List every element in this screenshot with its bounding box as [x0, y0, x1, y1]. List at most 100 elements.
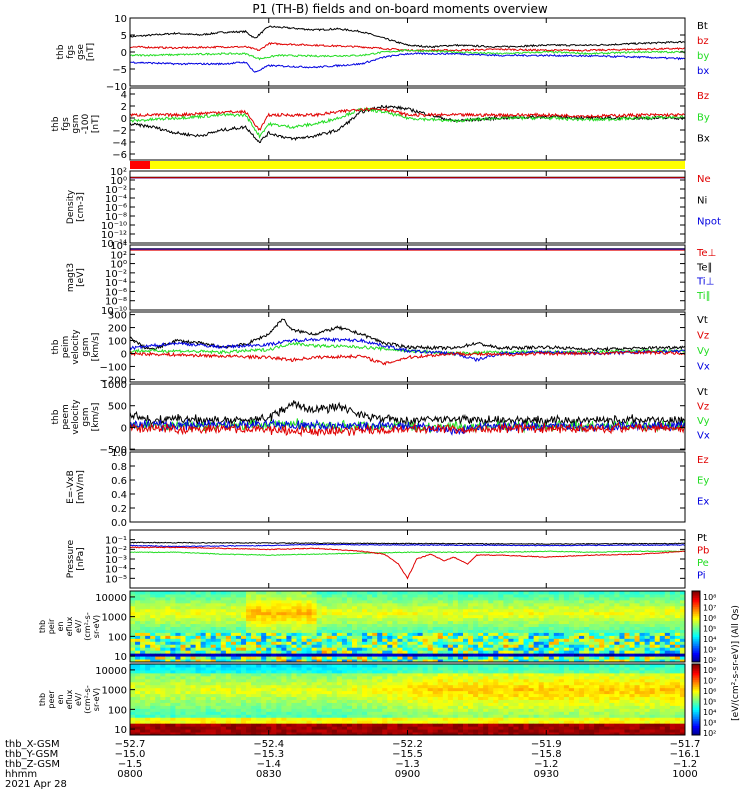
- spectrogram-cell: [529, 591, 535, 594]
- spectrogram-cell: [483, 711, 489, 714]
- spectrogram-cell: [236, 621, 242, 624]
- spectrogram-cell: [599, 635, 605, 638]
- spectrogram-cell: [327, 641, 333, 644]
- spectrogram-cell: [458, 726, 464, 729]
- spectrogram-cell: [332, 638, 338, 641]
- spectrogram-cell: [297, 591, 303, 594]
- spectrogram-cell: [130, 647, 136, 650]
- spectrogram-cell: [478, 702, 484, 705]
- spectrogram-cell: [180, 606, 186, 609]
- spectrogram-cell: [413, 720, 419, 723]
- spectrogram-cell: [186, 673, 192, 676]
- spectrogram-cell: [377, 702, 383, 705]
- spectrogram-cell: [266, 635, 272, 638]
- spectrogram-cell: [478, 714, 484, 717]
- spectrogram-cell: [291, 717, 297, 720]
- y-tick-label: 10: [114, 14, 127, 25]
- spectrogram-cell: [443, 621, 449, 624]
- spectrogram-cell: [165, 624, 171, 627]
- spectrogram-cell: [286, 676, 292, 679]
- spectrogram-cell: [261, 597, 267, 600]
- spectrogram-cell: [408, 685, 414, 688]
- spectrogram-cell: [221, 667, 227, 670]
- spectrogram-cell: [271, 594, 277, 597]
- spectrogram-cell: [180, 673, 186, 676]
- spectrogram-cell: [196, 594, 202, 597]
- spectrogram-cell: [226, 656, 232, 659]
- spectrogram-cell: [650, 618, 656, 621]
- spectrogram-cell: [549, 606, 555, 609]
- spectrogram-cell: [387, 618, 393, 621]
- spectrogram-cell: [478, 647, 484, 650]
- spectrogram-cell: [216, 638, 222, 641]
- spectrogram-cell: [191, 691, 197, 694]
- spectrogram-cell: [458, 627, 464, 630]
- spectrogram-cell: [392, 673, 398, 676]
- spectrogram-cell: [508, 711, 514, 714]
- spectrogram-cell: [150, 714, 156, 717]
- spectrogram-cell: [569, 597, 575, 600]
- spectrogram-cell: [418, 729, 424, 732]
- spectrogram-cell: [180, 697, 186, 700]
- spectrogram-cell: [251, 667, 257, 670]
- spectrogram-cell: [246, 700, 252, 703]
- spectrogram-cell: [160, 700, 166, 703]
- spectrogram-cell: [261, 627, 267, 630]
- spectrogram-cell: [463, 682, 469, 685]
- spectrogram-cell: [241, 627, 247, 630]
- spectrogram-cell: [529, 729, 535, 732]
- spectrogram-cell: [443, 635, 449, 638]
- spectrogram-cell: [614, 656, 620, 659]
- spectrogram-cell: [175, 717, 181, 720]
- spectrogram-cell: [463, 705, 469, 708]
- spectrogram-cell: [256, 726, 262, 729]
- spectrogram-cell: [498, 697, 504, 700]
- spectrogram-cell: [155, 694, 161, 697]
- spectrogram-cell: [458, 650, 464, 653]
- spectrogram-cell: [352, 682, 358, 685]
- spectrogram-cell: [498, 685, 504, 688]
- spectrogram-cell: [519, 594, 525, 597]
- spectrogram-cell: [236, 647, 242, 650]
- spectrogram-cell: [180, 714, 186, 717]
- spectrogram-cell: [589, 591, 595, 594]
- spectrogram-cell: [241, 612, 247, 615]
- series-Bt: [130, 26, 685, 48]
- spectrogram-cell: [216, 612, 222, 615]
- spectrogram-cell: [256, 670, 262, 673]
- spectrogram-cell: [438, 714, 444, 717]
- spectrogram-cell: [130, 694, 136, 697]
- spectrogram-cell: [519, 679, 525, 682]
- spectrogram-cell: [670, 603, 676, 606]
- spectrogram-cell: [448, 667, 454, 670]
- spectrogram-cell: [276, 638, 282, 641]
- spectrogram-cell: [236, 629, 242, 632]
- spectrogram-cell: [170, 594, 176, 597]
- spectrogram-cell: [392, 667, 398, 670]
- spectrogram-cell: [458, 653, 464, 656]
- spectrogram-cell: [130, 714, 136, 717]
- spectrogram-cell: [322, 697, 328, 700]
- spectrogram-cell: [493, 656, 499, 659]
- spectrogram-cell: [312, 700, 318, 703]
- spectrogram-cell: [236, 624, 242, 627]
- spectrogram-cell: [261, 670, 267, 673]
- spectrogram-cell: [438, 650, 444, 653]
- y-tick-label: 0.6: [111, 476, 127, 487]
- spectrogram-cell: [635, 653, 641, 656]
- spectrogram-cell: [559, 653, 565, 656]
- spectrogram-cell: [271, 729, 277, 732]
- spectrogram-cell: [165, 694, 171, 697]
- spectrogram-cell: [402, 609, 408, 612]
- spectrogram-cell: [453, 679, 459, 682]
- spectrogram-cell: [130, 691, 136, 694]
- spectrogram-cell: [352, 697, 358, 700]
- spectrogram-cell: [438, 603, 444, 606]
- spectrogram-cell: [332, 600, 338, 603]
- spectrogram-cell: [276, 720, 282, 723]
- spectrogram-cell: [423, 694, 429, 697]
- spectrogram-cell: [175, 685, 181, 688]
- spectrogram-cell: [498, 621, 504, 624]
- spectrogram-cell: [317, 702, 323, 705]
- spectrogram-cell: [211, 635, 217, 638]
